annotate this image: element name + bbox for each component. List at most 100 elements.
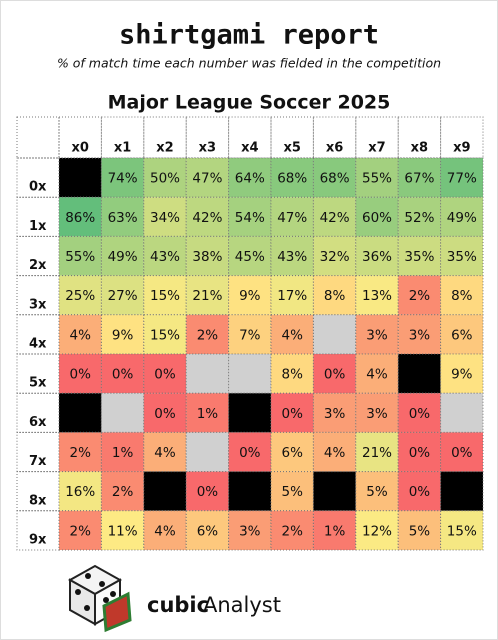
cell-label: 4% <box>154 523 176 539</box>
cell-label: 2% <box>409 288 431 304</box>
cell-label: 3% <box>324 406 346 422</box>
corner-cell <box>16 116 60 159</box>
column-header-cell <box>440 116 484 159</box>
column-label: x6 <box>326 141 343 156</box>
cell-label: 9% <box>112 327 134 343</box>
logo-regular: Analyst <box>203 593 281 617</box>
cell-label: 3% <box>366 406 388 422</box>
cell-label: 64% <box>235 171 265 187</box>
cell-label: 0% <box>69 367 91 383</box>
cell-label: 34% <box>150 210 180 226</box>
cell <box>355 510 399 551</box>
cell-label: 0% <box>112 367 134 383</box>
logo-icon <box>67 564 132 633</box>
cell <box>397 275 442 316</box>
cell-label: 47% <box>277 210 307 226</box>
blank-cell <box>185 431 230 473</box>
cell-label: 3% <box>366 327 388 343</box>
blank-cell <box>100 392 145 433</box>
cell-label: 42% <box>320 210 350 226</box>
column-header-cell <box>100 116 145 159</box>
cell-label: 11% <box>108 523 138 539</box>
blank-cell <box>312 471 357 512</box>
row-label: 9x <box>29 533 47 548</box>
column-label: x3 <box>199 141 216 156</box>
column-header-cell <box>270 116 314 159</box>
cell-label: 7% <box>239 327 261 343</box>
column-header-cell <box>58 116 102 159</box>
cell <box>143 157 187 198</box>
cell-label: 2% <box>112 484 134 500</box>
cell-label: 1% <box>324 523 346 539</box>
cell-label: 1% <box>112 445 134 461</box>
column-label: x8 <box>411 141 428 156</box>
cell <box>100 157 145 198</box>
cell-label: 3% <box>239 523 261 539</box>
cell-label: 43% <box>277 249 307 265</box>
cell-label: 0% <box>409 406 431 422</box>
blank-cell <box>440 471 484 512</box>
row-label: 2x <box>29 258 47 273</box>
cell-label: 6% <box>197 523 219 539</box>
cell <box>228 314 272 355</box>
row-label: 6x <box>29 415 47 430</box>
cell <box>440 196 484 237</box>
cell-label: 25% <box>65 288 95 304</box>
cell <box>185 157 230 198</box>
cell-label: 0% <box>451 445 473 461</box>
blank-cell <box>58 157 102 198</box>
cell-label: 6% <box>451 327 473 343</box>
cell-label: 2% <box>281 523 303 539</box>
blank-cell <box>58 392 102 433</box>
blank-cell <box>185 353 230 394</box>
cell <box>228 510 272 551</box>
cell-label: 55% <box>362 171 392 187</box>
cell-label: 15% <box>150 288 180 304</box>
blank-cell <box>228 471 272 512</box>
chart-title: Major League Soccer 2025 <box>108 92 391 114</box>
cell <box>440 235 484 277</box>
cell-label: 4% <box>281 327 303 343</box>
column-label: x1 <box>114 141 131 156</box>
cell <box>100 431 145 473</box>
cell-label: 15% <box>447 523 477 539</box>
cell <box>100 510 145 551</box>
cell-label: 0% <box>239 445 261 461</box>
cell-label: 43% <box>150 249 180 265</box>
cell-label: 0% <box>197 484 219 500</box>
blank-cell <box>228 353 272 394</box>
column-label: x5 <box>283 141 300 156</box>
column-header-cell <box>312 116 357 159</box>
column-label: x0 <box>71 141 88 156</box>
logo-bold: cubic <box>147 593 209 617</box>
cell-label: 4% <box>69 327 91 343</box>
cell <box>355 157 399 198</box>
cell-label: 45% <box>235 249 265 265</box>
column-label: x7 <box>368 141 385 156</box>
cell <box>312 196 357 237</box>
cell-label: 49% <box>108 249 138 265</box>
cell <box>270 157 314 198</box>
cell <box>397 471 442 512</box>
cell <box>312 510 357 551</box>
row-header-cell <box>16 510 60 551</box>
cell-label: 9% <box>239 288 261 304</box>
cell-label: 5% <box>281 484 303 500</box>
cell-label: 0% <box>409 484 431 500</box>
row-label: 5x <box>29 376 47 391</box>
cell <box>185 235 230 277</box>
cell-label: 2% <box>69 445 91 461</box>
cell <box>100 471 145 512</box>
cell-label: 0% <box>324 367 346 383</box>
cell-label: 0% <box>154 367 176 383</box>
cell <box>270 275 314 316</box>
cell-label: 3% <box>409 327 431 343</box>
cell <box>355 196 399 237</box>
row-label: 0x <box>29 180 47 195</box>
row-label: 4x <box>29 337 47 352</box>
cell <box>440 510 484 551</box>
cell-label: 68% <box>320 171 350 187</box>
heatmap: x0 x1 x2 x3 x4 x5 x6 x7 x8 x9 0x 74% 50% 47% 64% 68% 68%… <box>16 116 484 551</box>
cell-label: 67% <box>404 171 434 187</box>
